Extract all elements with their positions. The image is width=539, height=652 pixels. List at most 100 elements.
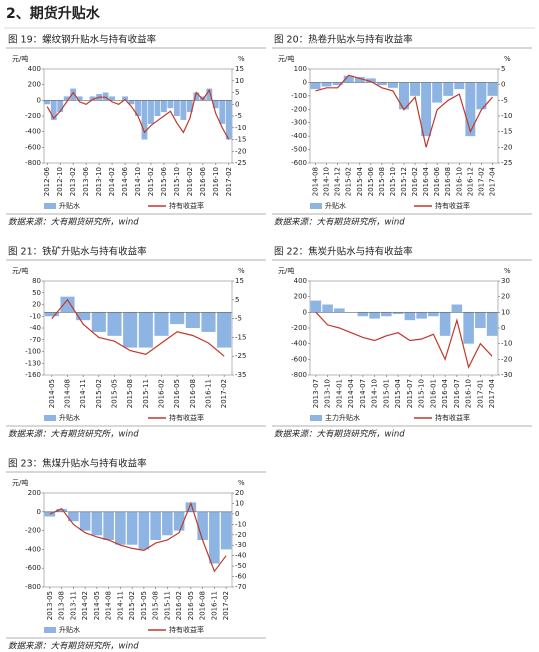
y-tick-label: -300 [291,119,307,127]
y-tick-label: -600 [291,159,307,167]
bar [432,82,443,103]
x-tick-label: 2016-01 [429,379,437,408]
bar [60,296,75,313]
y-tick-label: -400 [25,545,41,553]
x-tick-label: 2014-01 [335,379,343,408]
x-tick-label: 2014-05 [93,591,101,620]
bar [199,96,206,101]
bar [376,82,387,86]
y-tick-label: -200 [25,112,41,120]
bar [421,82,432,137]
y2-tick-label: 0 [235,510,239,518]
y-unit: 元/吨 [278,266,294,275]
x-tick-label: 2015-12 [400,167,408,196]
bar [416,312,427,319]
bar [354,77,365,83]
y-tick-label: 50 [32,289,41,297]
bar [387,82,398,88]
x-tick-label: 2016-06 [199,166,207,196]
y2-tick-label: -60 [235,573,246,581]
y2-tick-label: -5 [235,112,242,120]
y2-tick-label: 20 [501,293,510,301]
panel-title: 图 22：焦炭升贴水与持有收益率 [274,246,413,258]
y2-tick-label: -20 [235,531,246,539]
y2-tick-label: -15 [235,333,246,341]
legend-label: 升贴水 [59,201,80,210]
y2-unit: % [504,267,511,275]
x-tick-label: 2015-04 [394,378,402,408]
y-tick-label: 0 [37,508,41,516]
y2-tick-label: -30 [501,371,512,379]
bar [68,511,79,522]
y2-unit: % [238,479,245,487]
y2-tick-label: -10 [501,112,512,120]
legend-swatch [44,203,56,209]
bar [50,100,57,120]
x-tick-label: 2015-01 [382,379,390,408]
x-tick-label: 2015-08 [152,591,160,620]
bar [91,511,103,536]
bar [44,100,51,105]
bar [209,511,220,564]
bar [185,502,197,512]
x-tick-label: 2014-12 [334,167,342,196]
y2-tick-label: -25 [235,352,246,360]
bar [357,312,369,317]
y2-tick-label: -5 [501,96,508,104]
y2-tick-label: 30 [501,277,510,285]
bar [381,312,392,317]
x-tick-label: 2015-10 [173,167,181,196]
bar [219,100,226,124]
x-tick-label: 2014-08 [105,591,113,620]
bar [343,75,354,83]
bar [322,304,333,313]
y-tick-label: -800 [291,371,307,379]
bar [89,96,96,101]
plot-frame [43,492,233,588]
x-tick-label: 2016-02 [186,167,194,196]
bar [107,312,122,336]
y-tick-label: 0 [303,308,307,316]
legend-label: 持有收益率 [435,201,470,210]
x-tick-label: 2016-11 [205,379,213,408]
x-tick-label: 2015-02 [345,167,353,196]
x-tick-label: 2014-08 [64,379,72,408]
bar [217,312,232,348]
x-tick-label: 2013-02 [69,167,77,196]
bar [332,82,343,86]
bar [465,82,476,137]
bar [148,100,154,124]
x-tick-label: 2016-02 [158,379,166,408]
x-tick-label: 2015-10 [389,167,397,196]
x-tick-label: 2016-08 [189,379,197,408]
x-tick-label: 2015-08 [126,379,134,408]
bar [123,312,138,348]
source: 数据来源：大有期货研究所，wind [274,217,405,228]
y2-tick-label: 5 [235,296,239,304]
x-tick-label: 2015-02 [147,167,155,196]
x-tick-label: 2016-10 [465,379,473,408]
bar [454,82,465,90]
bar [185,312,200,328]
bar [212,100,219,109]
x-tick-label: 2014-02 [108,167,116,196]
legend-label: 持有收益率 [169,413,204,422]
y2-tick-label: 0 [235,100,239,108]
bar [173,100,180,116]
bar [154,312,169,336]
y-tick-label: 200 [28,81,41,89]
x-tick-label: 2017-04 [488,166,496,196]
y-tick-label: 0 [303,78,307,86]
y-tick-label: -500 [291,146,307,154]
y2-tick-label: -30 [235,541,246,549]
x-tick-label: 2016-02 [175,591,183,620]
bar [103,511,114,540]
bar [173,511,185,531]
y-unit: 元/吨 [278,54,294,63]
legend-swatch [44,415,56,421]
y2-tick-label: 15 [235,65,244,73]
bar [162,511,173,536]
x-tick-label: 2014-04 [347,378,355,408]
bar [334,308,345,313]
x-tick-label: 2017-02 [477,167,485,196]
